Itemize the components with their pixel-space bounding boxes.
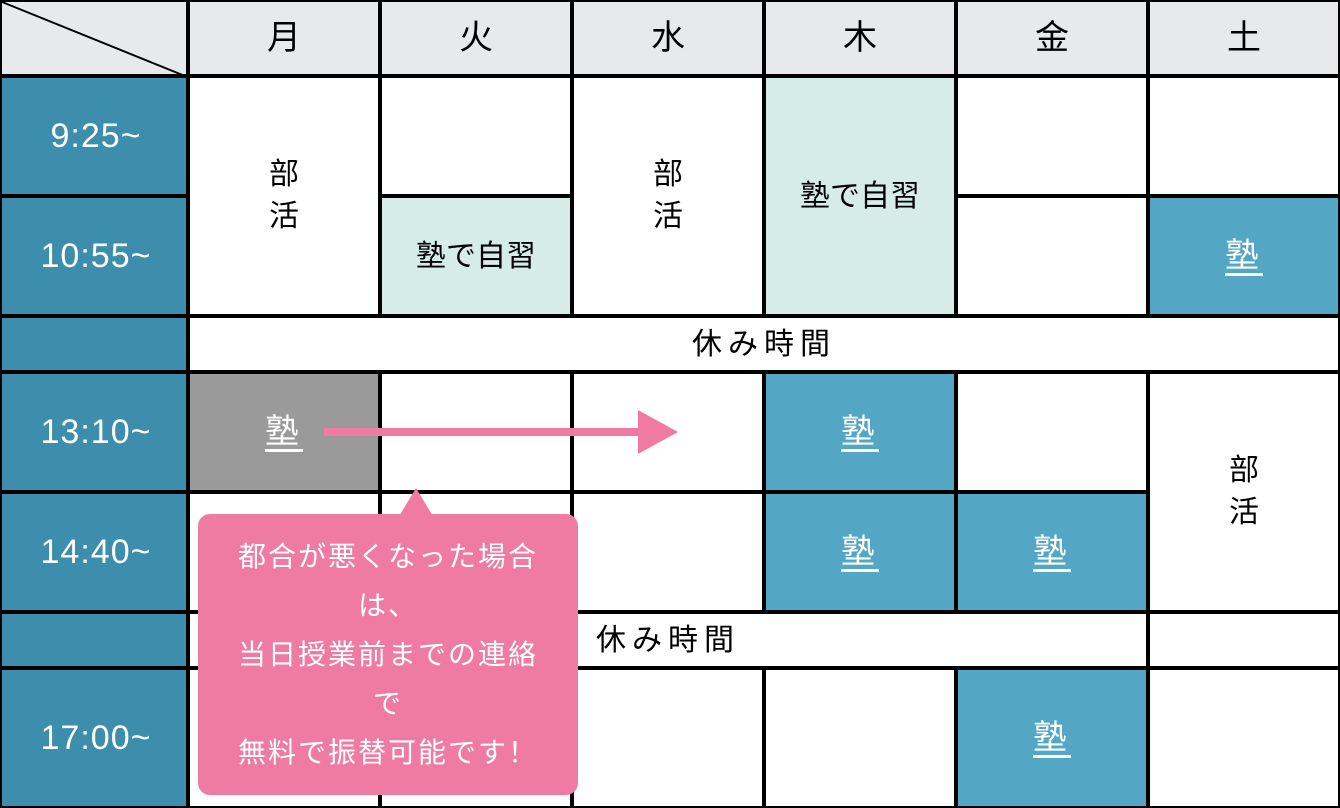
day-header-4: 金: [956, 0, 1148, 76]
cell-thu-5: [764, 668, 956, 808]
callout-line-3: 無料で振替可能です！: [238, 737, 538, 768]
cell-mon-12: 部 活: [188, 76, 380, 316]
cell-wed-5: [572, 668, 764, 808]
callout-line-2: 当日授業前までの連絡で: [238, 639, 538, 719]
day-header-3: 木: [764, 0, 956, 76]
cell-thu-4: 塾: [764, 492, 956, 612]
time-1: 10:55~: [0, 196, 188, 316]
cell-wed-12: 部 活: [572, 76, 764, 316]
cell-tue-1: [380, 76, 572, 196]
cell-sat-break2: [1148, 612, 1340, 668]
callout-line-1: 都合が悪くなった場合は、: [238, 541, 538, 621]
break-row-1: 休み時間: [188, 316, 1340, 372]
cell-sat-5: [1148, 668, 1340, 808]
cell-fri-1: [956, 76, 1148, 196]
time-2: 13:10~: [0, 372, 188, 492]
time-0: 9:25~: [0, 76, 188, 196]
cell-fri-5: 塾: [956, 668, 1148, 808]
reschedule-callout: 都合が悪くなった場合は、当日授業前までの連絡で無料で振替可能です！: [198, 514, 578, 795]
day-header-0: 月: [188, 0, 380, 76]
time-4: 17:00~: [0, 668, 188, 808]
cell-fri-2: [956, 196, 1148, 316]
timetable: 月火水木金土9:25~10:55~13:10~14:40~17:00~部 活塾で…: [0, 0, 1340, 808]
day-header-1: 火: [380, 0, 572, 76]
cell-fri-4: 塾: [956, 492, 1148, 612]
cell-tue-2: 塾で自習: [380, 196, 572, 316]
time-break-1: [0, 612, 188, 668]
cell-thu-12: 塾で自習: [764, 76, 956, 316]
cell-thu-3: 塾: [764, 372, 956, 492]
time-3: 14:40~: [0, 492, 188, 612]
cell-fri-3: [956, 372, 1148, 492]
day-header-2: 水: [572, 0, 764, 76]
cell-wed-4: [572, 492, 764, 612]
cell-sat-2: 塾: [1148, 196, 1340, 316]
cell-sat-34: 部 活: [1148, 372, 1340, 612]
time-break-0: [0, 316, 188, 372]
corner-cell: [0, 0, 188, 76]
day-header-5: 土: [1148, 0, 1340, 76]
cell-sat-1: [1148, 76, 1340, 196]
